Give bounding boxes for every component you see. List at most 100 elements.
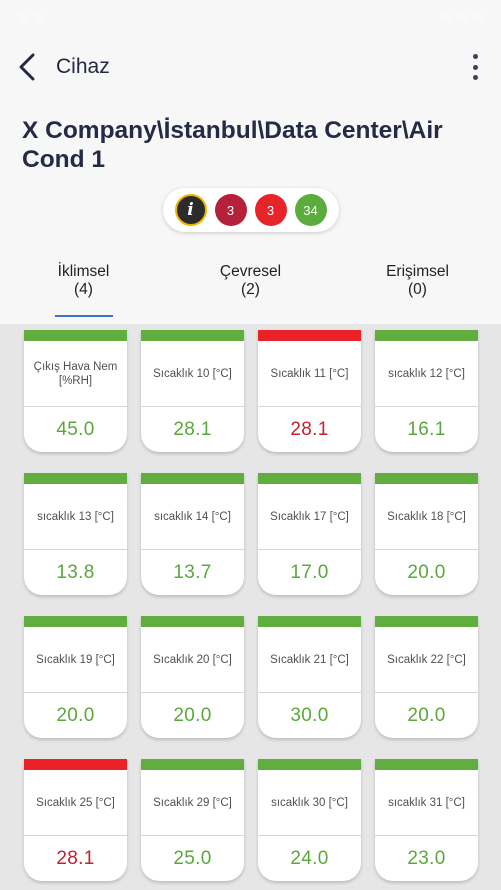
sensor-card[interactable]: Sıcaklık 19 [°C] 20.0 (24, 616, 127, 759)
tab-cevresel[interactable]: Çevresel (2) (167, 263, 334, 317)
sensor-label: Sıcaklık 20 [°C] (141, 627, 244, 693)
sensor-card[interactable]: sıcaklık 13 [°C] 13.8 (24, 473, 127, 616)
sensor-card[interactable]: Sıcaklık 18 [°C] 20.0 (375, 473, 478, 616)
sensor-label: Sıcaklık 17 [°C] (258, 484, 361, 550)
status-bar-indicator (258, 616, 361, 627)
sensor-card[interactable]: Sıcaklık 20 [°C] 20.0 (141, 616, 244, 759)
status-bar-indicator (24, 473, 127, 484)
sensor-card[interactable]: Sıcaklık 22 [°C] 20.0 (375, 616, 478, 759)
status-bar-indicator (141, 330, 244, 341)
device-title: X Company\İstanbul\Data Center\Air Cond … (22, 117, 443, 173)
sensor-label: Sıcaklık 11 [°C] (258, 341, 361, 407)
status-bar-indicator (375, 759, 478, 770)
sensor-label: Sıcaklık 18 [°C] (375, 484, 478, 550)
sensor-card[interactable]: sıcaklık 31 [°C] 23.0 (375, 759, 478, 890)
sensor-value: 20.0 (407, 704, 446, 726)
sensor-label: Sıcaklık 22 [°C] (375, 627, 478, 693)
sensor-card[interactable]: Sıcaklık 11 [°C] 28.1 (258, 330, 361, 473)
app-bar: Cihaz (0, 34, 501, 100)
sensor-card[interactable]: Sıcaklık 25 [°C] 28.1 (24, 759, 127, 890)
tab-erisimsel[interactable]: Erişimsel (0) (334, 263, 501, 317)
alarm-summary-pill: i 3 3 34 (162, 188, 339, 232)
sensor-grid-area: Çıkış Hava Nem [%RH] 45.0 Sıcaklık 10 [°C]… (0, 324, 501, 890)
sensor-label: Çıkış Hava Nem [%RH] (24, 341, 127, 407)
sensor-card-body: Sıcaklık 10 [°C] 28.1 (141, 330, 244, 452)
sensor-value: 20.0 (173, 704, 212, 726)
status-bar-indicator (24, 616, 127, 627)
notification-icon (18, 12, 28, 22)
sensor-card-body: Sıcaklık 21 [°C] 30.0 (258, 616, 361, 738)
sensor-card-body: sıcaklık 30 [°C] 24.0 (258, 759, 361, 881)
sensor-card-body: Sıcaklık 25 [°C] 28.1 (24, 759, 127, 881)
status-bar-indicator (24, 759, 127, 770)
sensor-card-body: Sıcaklık 20 [°C] 20.0 (141, 616, 244, 738)
sensor-value: 24.0 (290, 847, 329, 869)
sensor-card[interactable]: Sıcaklık 10 [°C] 28.1 (141, 330, 244, 473)
critical-alarm-badge[interactable]: 3 (214, 194, 247, 226)
status-left (18, 12, 44, 22)
sensor-value: 45.0 (56, 418, 95, 440)
sensor-card-body: Sıcaklık 29 [°C] 25.0 (141, 759, 244, 881)
info-badge[interactable]: i (174, 194, 207, 226)
category-tabs: İklimsel (4) Çevresel (2) Erişimsel (0) (0, 263, 501, 317)
sensor-label: Sıcaklık 29 [°C] (141, 770, 244, 836)
status-bar-indicator (141, 473, 244, 484)
tab-iklimsel[interactable]: İklimsel (4) (0, 263, 167, 317)
sensor-grid: Çıkış Hava Nem [%RH] 45.0 Sıcaklık 10 [°C]… (0, 324, 501, 890)
sensor-card-body: Sıcaklık 22 [°C] 20.0 (375, 616, 478, 738)
status-bar (0, 0, 501, 34)
more-dot (472, 75, 478, 80)
warning-alarm-badge[interactable]: 3 (254, 194, 287, 226)
sensor-value: 20.0 (56, 704, 95, 726)
sensor-card-body: Sıcaklık 18 [°C] 20.0 (375, 473, 478, 595)
status-bar-indicator (141, 759, 244, 770)
sensor-label: sıcaklık 12 [°C] (375, 341, 478, 407)
sensor-label: Sıcaklık 25 [°C] (24, 770, 127, 836)
sensor-card-body: Sıcaklık 19 [°C] 20.0 (24, 616, 127, 738)
sensor-card[interactable]: sıcaklık 14 [°C] 13.7 (141, 473, 244, 616)
sensor-card[interactable]: Sıcaklık 21 [°C] 30.0 (258, 616, 361, 759)
more-dot (472, 64, 478, 70)
sensor-value: 28.1 (173, 418, 212, 440)
signal-icon (457, 12, 467, 22)
sensor-card-body: sıcaklık 12 [°C] 16.1 (375, 330, 478, 452)
tab-label: Çevresel (219, 263, 282, 280)
status-bar-indicator (258, 473, 361, 484)
sensor-label: sıcaklık 31 [°C] (375, 770, 478, 836)
back-arrow-icon[interactable] (16, 52, 38, 82)
sensor-card[interactable]: sıcaklık 12 [°C] 16.1 (375, 330, 478, 473)
notification-icon (34, 12, 44, 22)
sensor-card[interactable]: Çıkış Hava Nem [%RH] 45.0 (24, 330, 127, 473)
sensor-value: 25.0 (173, 847, 212, 869)
status-bar-indicator (375, 473, 478, 484)
more-vert-icon[interactable] (471, 54, 479, 80)
more-dot (472, 54, 478, 59)
sensor-card[interactable]: sıcaklık 30 [°C] 24.0 (258, 759, 361, 890)
sensor-card-body: Çıkış Hava Nem [%RH] 45.0 (24, 330, 127, 452)
sensor-value: 17.0 (290, 561, 329, 583)
sensor-card[interactable]: Sıcaklık 17 [°C] 17.0 (258, 473, 361, 616)
status-bar-indicator (258, 759, 361, 770)
sensor-card-body: sıcaklık 14 [°C] 13.7 (141, 473, 244, 595)
status-right (441, 12, 483, 22)
page-title: Cihaz (56, 55, 110, 78)
sensor-value: 30.0 (290, 704, 329, 726)
sensor-value: 13.7 (173, 561, 212, 583)
sensor-card-body: sıcaklık 13 [°C] 13.8 (24, 473, 127, 595)
sensor-value: 16.1 (407, 418, 446, 440)
ok-badge[interactable]: 34 (294, 194, 327, 226)
tab-label: İklimsel (57, 263, 110, 280)
sensor-value: 23.0 (407, 847, 446, 869)
status-bar-indicator (375, 616, 478, 627)
sensor-card-body: sıcaklık 31 [°C] 23.0 (375, 759, 478, 881)
sensor-label: sıcaklık 14 [°C] (141, 484, 244, 550)
sensor-card[interactable]: Sıcaklık 29 [°C] 25.0 (141, 759, 244, 890)
tab-count: (0) (408, 281, 427, 298)
sensor-value: 13.8 (56, 561, 95, 583)
sensor-label: sıcaklık 30 [°C] (258, 770, 361, 836)
status-bar-indicator (258, 330, 361, 341)
sensor-label: Sıcaklık 19 [°C] (24, 627, 127, 693)
wifi-icon (441, 12, 451, 22)
sensor-value: 28.1 (290, 418, 329, 440)
status-bar-indicator (24, 330, 127, 341)
